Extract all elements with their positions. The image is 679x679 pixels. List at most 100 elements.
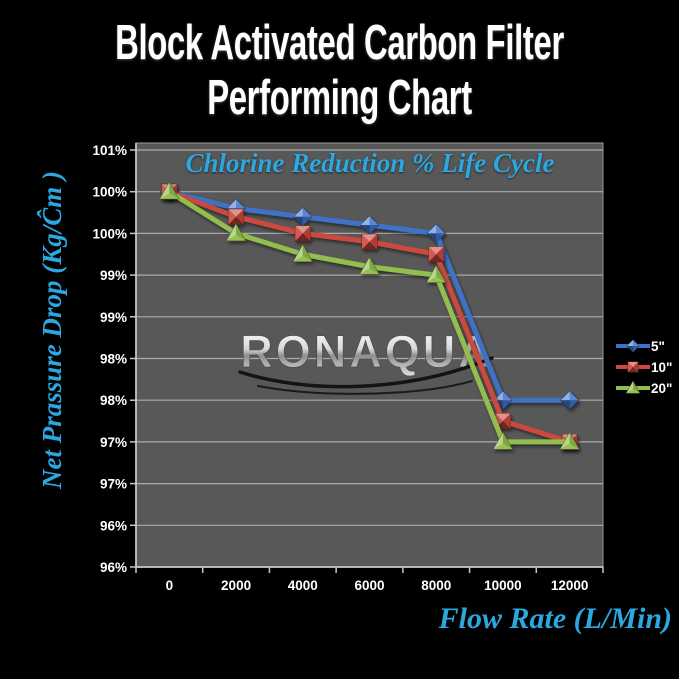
marker-10in-facet <box>295 225 311 234</box>
marker-5in-facet <box>436 224 446 234</box>
marker-20in-facet <box>369 257 379 274</box>
marker-5in-facet <box>293 216 303 226</box>
marker-10in-facet <box>369 234 377 250</box>
x-tick-label: 8000 <box>421 578 451 593</box>
marker-20in-facet <box>560 443 579 450</box>
y-tick-label: 96% <box>100 560 127 575</box>
marker-5in-facet <box>502 391 512 401</box>
y-tick-label: 99% <box>100 310 127 325</box>
marker-20in-facet <box>236 224 246 241</box>
marker-20in-facet <box>493 443 513 450</box>
marker-5in-facet <box>369 216 379 226</box>
legend-item-10in: 10" <box>616 358 672 376</box>
chart-subtitle: Chlorine Reduction % Life Cycle <box>185 148 555 178</box>
x-axis-title: Flow Rate (L/Min) <box>438 602 672 635</box>
marker-10in-facet <box>362 234 377 242</box>
marker-5in-facet <box>427 224 437 234</box>
marker-5in-facet <box>302 207 312 217</box>
x-tick-label: 10000 <box>484 578 522 593</box>
watermark-swoosh-icon <box>238 356 494 389</box>
marker-10in-facet <box>428 246 444 255</box>
marker-10in-facet <box>295 233 311 241</box>
legend-item-20in: 20" <box>616 379 672 397</box>
marker-10in-facet <box>228 216 244 225</box>
marker-20in-facet <box>293 244 303 262</box>
y-tick-label: 96% <box>100 518 127 533</box>
main-title-line1: Block Activated Carbon Filter <box>115 16 564 70</box>
marker-20in-facet <box>293 255 313 262</box>
marker-5in-facet <box>369 225 379 235</box>
main-title-line2: Performing Chart <box>207 71 472 125</box>
main-title: Block Activated Carbon Filter Performing… <box>0 16 679 126</box>
y-tick-label: 101% <box>92 143 127 158</box>
marker-5in-facet <box>227 199 237 209</box>
marker-20in-facet <box>160 182 170 199</box>
y-tick-label: 100% <box>92 185 127 200</box>
legend-marker-facet <box>628 367 638 372</box>
marker-10in-facet <box>436 246 444 262</box>
marker-5in-facet <box>427 233 437 243</box>
x-tick-label: 6000 <box>354 578 384 593</box>
marker-10in-facet <box>295 225 303 241</box>
marker-5in-facet <box>560 391 570 401</box>
marker-10in-facet <box>362 234 370 250</box>
legend-marker-facet <box>627 346 633 352</box>
marker-5in-facet <box>569 391 579 401</box>
marker-10in-facet <box>502 413 511 429</box>
marker-10in-facet <box>228 209 244 217</box>
marker-20in-facet <box>493 432 503 450</box>
marker-5in-facet <box>360 216 370 226</box>
legend-marker-facet <box>626 389 640 394</box>
marker-20in-facet <box>226 224 237 241</box>
marker-20in-facet <box>502 432 513 450</box>
y-tick-label: 98% <box>100 352 127 367</box>
marker-20in-facet <box>226 235 246 241</box>
marker-10in-facet <box>428 246 437 262</box>
y-tick-label: 98% <box>100 393 127 408</box>
legend-marker-facet <box>628 362 633 372</box>
series-20in <box>159 181 580 450</box>
watermark-group: RONAQUA <box>238 326 494 395</box>
x-tick-label: 12000 <box>551 578 589 593</box>
marker-10in-facet <box>236 209 244 225</box>
legend-label-5in: 5" <box>651 338 665 354</box>
marker-5in-facet <box>560 400 570 410</box>
marker-20in-facet <box>426 276 446 283</box>
y-tick-label: 100% <box>92 226 127 241</box>
legend-label-20in: 20" <box>651 380 673 396</box>
marker-5in-facet <box>293 207 303 217</box>
marker-20in-facet <box>569 432 579 450</box>
marker-20in-facet <box>426 265 437 283</box>
marker-10in-facet <box>428 254 444 262</box>
marker-5in-facet <box>436 233 446 243</box>
x-tick-label: 0 <box>166 578 174 593</box>
legend: 5" 10" 20" <box>616 337 672 397</box>
marker-10in-facet <box>362 241 377 250</box>
marker-20in-facet <box>302 244 313 262</box>
marker-5in-facet <box>502 400 512 410</box>
marker-10in-facet <box>302 225 311 241</box>
marker-5in-facet <box>236 199 246 209</box>
y-axis-title: Net Prassure Drop (Kg/Ĉm ) <box>37 171 67 490</box>
legend-marker-facet <box>627 340 633 346</box>
legend-marker-facet <box>628 362 638 367</box>
y-tick-label: 99% <box>100 268 127 283</box>
marker-10in-facet <box>495 413 511 422</box>
legend-marker-10in-icon <box>616 361 650 373</box>
x-tick-label: 4000 <box>288 578 318 593</box>
legend-marker-facet <box>633 340 639 346</box>
marker-5in-facet <box>302 216 312 226</box>
legend-marker-5in-icon <box>616 339 650 353</box>
marker-20in-facet <box>360 268 379 274</box>
marker-20in-facet <box>169 182 179 199</box>
legend-label-10in: 10" <box>651 359 673 375</box>
marker-20in-facet <box>560 432 570 450</box>
y-tick-label: 97% <box>100 477 127 492</box>
legend-marker-facet <box>633 362 638 372</box>
plot-area <box>135 142 604 568</box>
x-tick-label: 2000 <box>221 578 251 593</box>
marker-20in-facet <box>160 193 179 199</box>
watermark-text: RONAQUA <box>240 326 494 377</box>
